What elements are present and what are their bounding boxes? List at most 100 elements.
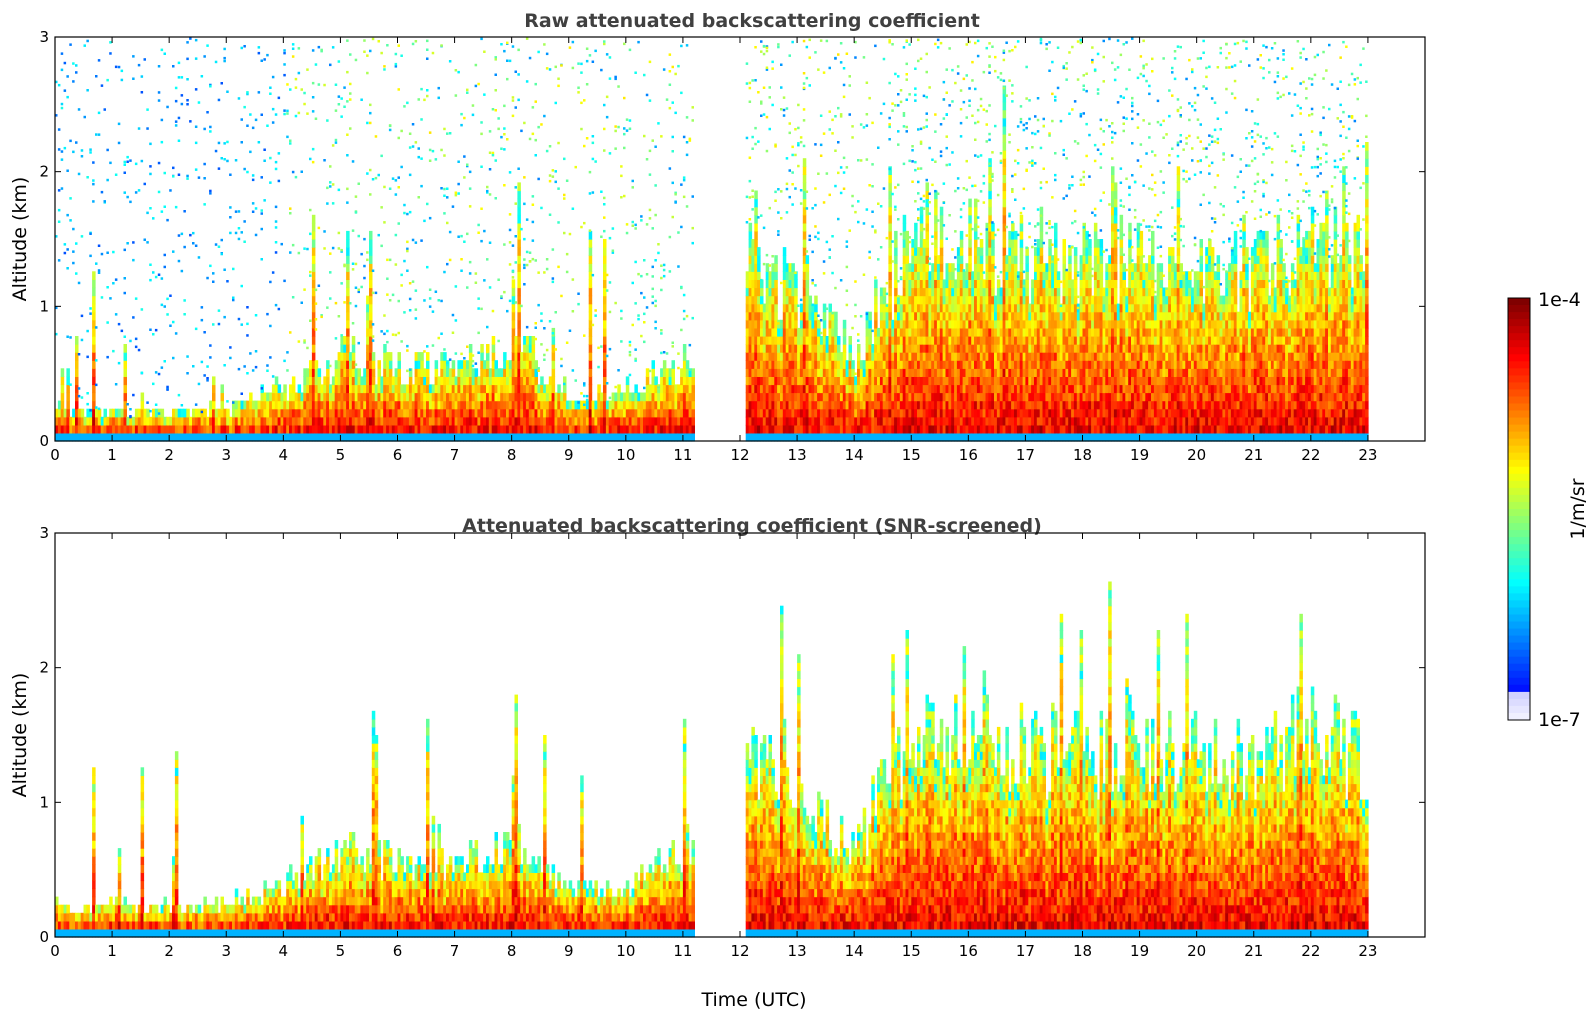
heatmap-cell: [865, 368, 870, 377]
noise-speck: [517, 167, 520, 170]
heatmap-cell: [394, 416, 399, 426]
heatmap-cell: [408, 416, 413, 426]
noise-speck: [343, 86, 346, 89]
heatmap-cell: [603, 336, 607, 345]
heatmap-cell: [360, 400, 364, 410]
heatmap-cell: [303, 416, 307, 426]
heatmap-cell: [674, 392, 678, 402]
heatmap-cell: [608, 432, 613, 442]
noise-speck: [834, 286, 837, 290]
heatmap-cell: [922, 263, 927, 272]
noise-speck: [503, 127, 506, 130]
noise-speck: [157, 372, 161, 376]
heatmap-cell: [431, 400, 436, 410]
noise-speck: [237, 367, 241, 371]
heatmap-cell: [894, 287, 898, 297]
heatmap-cell: [643, 400, 647, 410]
heatmap-cell: [468, 360, 473, 369]
noise-speck: [92, 200, 95, 203]
heatmap-cell: [754, 295, 758, 305]
heatmap-cell: [882, 376, 887, 386]
heatmap-cell: [648, 400, 653, 410]
noise-speck: [440, 44, 443, 47]
heatmap-cell: [765, 352, 770, 361]
noise-speck: [797, 103, 800, 107]
heatmap-cell: [822, 384, 827, 394]
heatmap-cell: [60, 432, 65, 442]
heatmap-cell: [220, 384, 224, 394]
heatmap-cell: [637, 400, 641, 410]
heatmap-cell: [782, 368, 787, 377]
noise-speck: [914, 200, 917, 203]
heatmap-cell: [780, 392, 784, 402]
noise-speck: [608, 396, 612, 400]
heatmap-cell: [571, 408, 576, 418]
heatmap-cell: [391, 424, 396, 434]
noise-speck: [503, 148, 506, 151]
noise-speck: [117, 141, 121, 145]
heatmap-cell: [765, 311, 770, 321]
noise-speck: [55, 80, 58, 84]
heatmap-cell: [811, 368, 815, 377]
noise-speck: [614, 385, 617, 389]
heatmap-cell: [954, 287, 958, 297]
heatmap-cell: [791, 344, 795, 353]
noise-speck: [89, 312, 92, 315]
noise-speck: [397, 299, 400, 303]
heatmap-cell: [871, 384, 875, 394]
heatmap-cell: [306, 400, 310, 410]
heatmap-cell: [303, 368, 307, 377]
heatmap-cell: [311, 360, 316, 369]
heatmap-cell: [617, 392, 621, 402]
heatmap-cell: [283, 400, 287, 410]
noise-speck: [811, 207, 814, 210]
noise-speck: [140, 91, 144, 94]
heatmap-cell: [540, 432, 544, 442]
noise-speck: [371, 37, 375, 41]
heatmap-cell: [885, 416, 890, 426]
heatmap-cell: [945, 376, 949, 386]
noise-speck: [229, 356, 232, 360]
noise-speck: [525, 37, 529, 40]
noise-speck: [620, 174, 623, 178]
heatmap-cell: [780, 368, 784, 377]
noise-speck: [554, 65, 557, 69]
heatmap-cell: [608, 416, 613, 426]
heatmap-cell: [942, 303, 947, 313]
noise-speck: [246, 170, 249, 174]
heatmap-cell: [257, 416, 262, 426]
heatmap-cell: [483, 376, 487, 386]
heatmap-cell: [825, 368, 830, 377]
noise-speck: [894, 104, 897, 107]
heatmap-cell: [751, 352, 755, 361]
heatmap-cell: [956, 416, 961, 426]
heatmap-cell: [936, 424, 941, 434]
noise-speck: [891, 240, 894, 243]
noise-speck: [959, 89, 963, 92]
noise-speck: [848, 84, 851, 87]
noise-speck: [266, 312, 269, 316]
heatmap-cell: [457, 416, 461, 426]
heatmap-cell: [917, 384, 921, 394]
heatmap-cell: [691, 408, 695, 418]
noise-speck: [494, 89, 497, 92]
heatmap-cell: [657, 408, 661, 418]
heatmap-cell: [857, 384, 861, 394]
heatmap-cell: [780, 344, 784, 353]
heatmap-cell: [311, 327, 316, 337]
heatmap-cell: [329, 392, 333, 402]
noise-speck: [317, 45, 321, 49]
noise-speck: [862, 273, 866, 276]
noise-speck: [625, 231, 629, 235]
heatmap-cell: [523, 432, 527, 442]
noise-speck: [260, 227, 263, 231]
noise-speck: [206, 377, 209, 380]
heatmap-cell: [942, 327, 947, 337]
heatmap-cell: [551, 424, 556, 434]
heatmap-cell: [329, 400, 333, 410]
heatmap-cell: [802, 230, 807, 240]
noise-speck: [149, 328, 152, 331]
heatmap-cell: [600, 432, 604, 442]
heatmap-cell: [934, 376, 938, 386]
noise-speck: [97, 407, 101, 411]
